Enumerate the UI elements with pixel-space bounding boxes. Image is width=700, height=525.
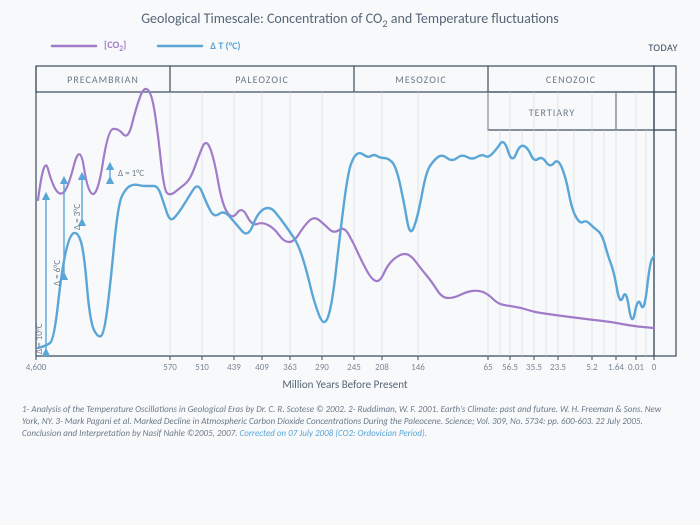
x-tick: 5.2: [586, 362, 598, 373]
delta-label: Δ = 10°C: [34, 323, 45, 354]
era-label: MESOZOIC: [395, 73, 446, 86]
legend: [CO2] Δ T (°C) TODAY: [22, 36, 678, 56]
x-tick: 4,600: [26, 362, 47, 373]
era-label: PALEOZOIC: [235, 73, 289, 86]
timescale-chart: PRECAMBRIANPALEOZOICMESOZOICCENOZOICERAP…: [22, 58, 678, 398]
tertiary-label: TERTIARY: [529, 106, 575, 119]
x-axis-label: Million Years Before Present: [282, 378, 408, 391]
x-tick: 0.01: [628, 362, 644, 373]
chart-title: Geological Timescale: Concentration of C…: [22, 10, 678, 30]
x-tick: 56.5: [502, 362, 518, 373]
x-tick: 409: [255, 362, 269, 373]
x-tick: 23.5: [550, 362, 566, 373]
legend-dt-label: Δ T (°C): [210, 39, 240, 52]
x-tick: 65: [483, 362, 493, 373]
x-tick: 0: [652, 362, 657, 373]
legend-co2: [CO2]: [50, 38, 126, 54]
delta-label: Δ = 1°C: [118, 168, 144, 179]
citation-text: 1- Analysis of the Temperature Oscillati…: [22, 404, 678, 440]
x-tick: 439: [227, 362, 241, 373]
legend-co2-label: [CO2]: [104, 38, 126, 54]
co2-series: [38, 89, 654, 328]
era-label: PRECAMBRIAN: [67, 73, 139, 86]
x-tick: 245: [347, 362, 361, 373]
x-tick: 35.5: [526, 362, 542, 373]
legend-dt: Δ T (°C): [156, 39, 240, 52]
x-tick: 208: [375, 362, 389, 373]
x-tick: 1.64: [608, 362, 624, 373]
x-tick: 510: [195, 362, 209, 373]
x-tick: 363: [283, 362, 297, 373]
x-tick: 290: [315, 362, 329, 373]
era-label: CENOZOIC: [546, 73, 596, 86]
delta-label: Δ = 6°C: [52, 260, 63, 286]
today-label: TODAY: [648, 41, 678, 54]
x-tick: 570: [163, 362, 177, 373]
delta-label: Δ = 3°C: [72, 204, 83, 230]
x-tick: 146: [411, 362, 425, 373]
